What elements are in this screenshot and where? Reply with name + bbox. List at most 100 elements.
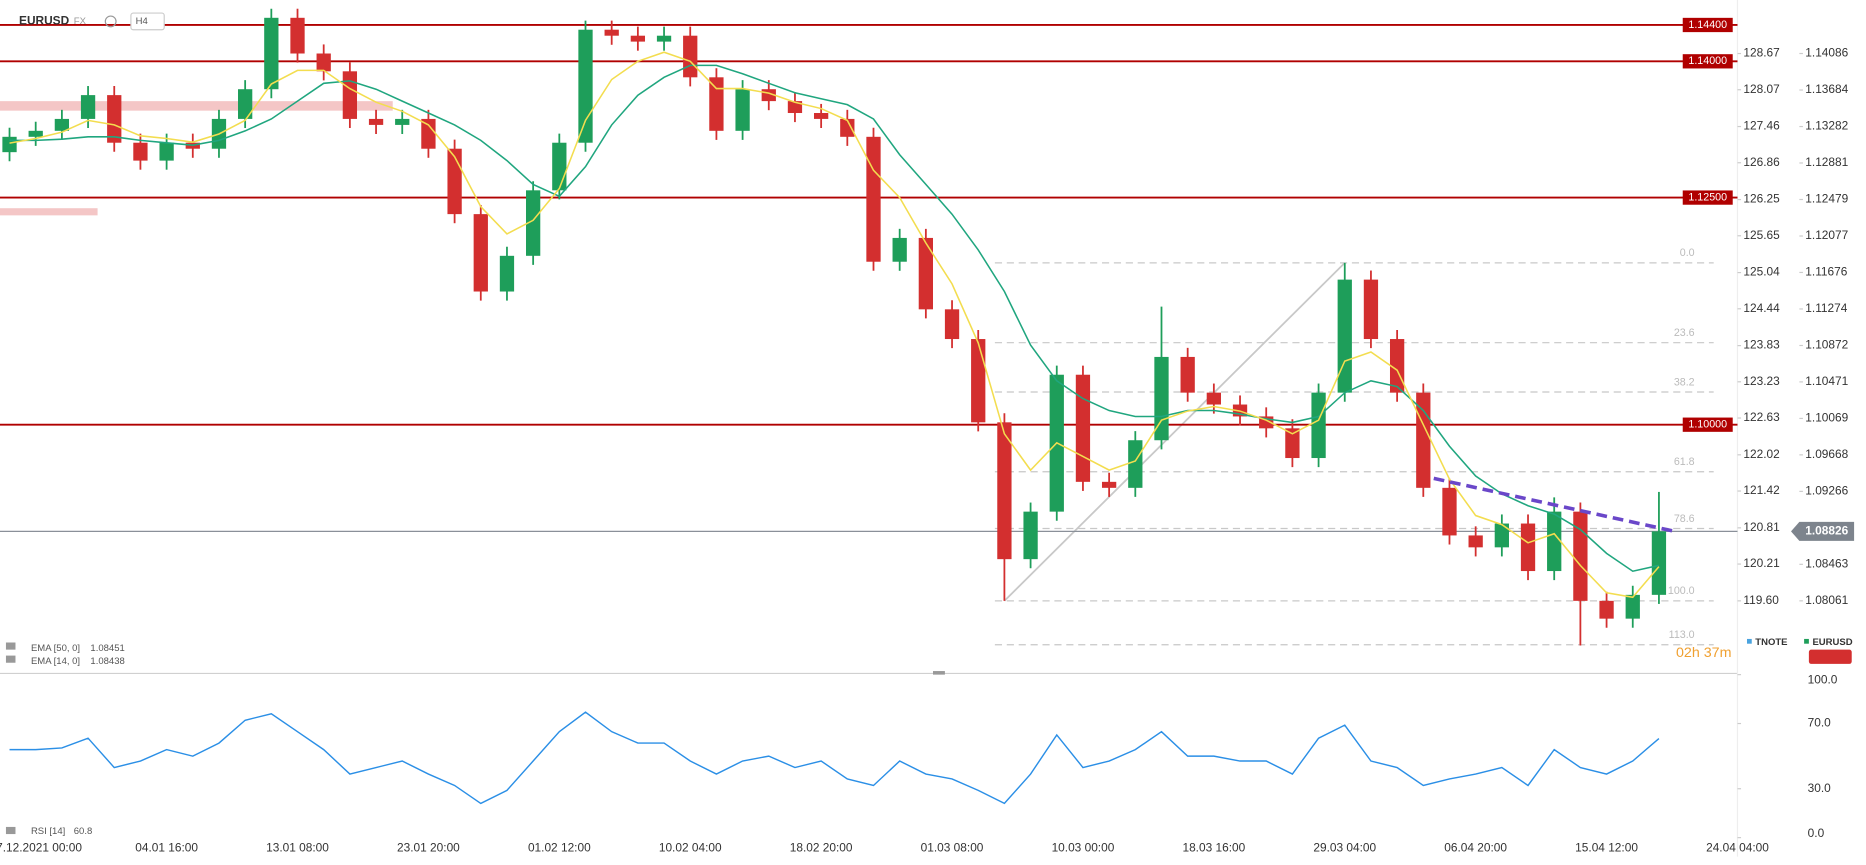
x-tick-label: 29.03 04:00 [1313, 840, 1376, 854]
y-tick-label: 1.13282 [1805, 119, 1848, 133]
candle-body [604, 29, 619, 36]
candle-body [1520, 523, 1536, 572]
zone [0, 208, 98, 216]
rsi-tick-label: 70.0 [1808, 716, 1832, 730]
legend-label: EMA [14, 0] [31, 656, 80, 667]
ema-line [9, 51, 1660, 599]
candle-body [1651, 531, 1667, 595]
candle-body [1206, 392, 1221, 405]
trendline [1433, 476, 1678, 534]
x-tick-label: 23.01 20:00 [397, 840, 460, 854]
x-tick-label: 18.02 20:00 [790, 840, 853, 854]
candle-body [159, 142, 174, 161]
candle-body [473, 214, 488, 292]
candle-body [264, 17, 279, 90]
rsi-tick-label: 30.0 [1808, 781, 1832, 795]
y-tick-label: 1.10069 [1805, 411, 1848, 425]
candle-body [1363, 279, 1379, 340]
candle-body [316, 53, 331, 72]
candle-body [1573, 511, 1588, 601]
y2-tick-label: 126.86 [1743, 155, 1780, 169]
y2-tick-label: 122.02 [1743, 447, 1779, 461]
symbol[interactable]: EURUSD [19, 14, 70, 28]
candle-body [1128, 440, 1143, 488]
rsi-line [9, 711, 1660, 805]
timeframe-box[interactable] [130, 12, 165, 31]
y2-tick-label: 125.65 [1743, 228, 1780, 242]
candle-body [2, 136, 17, 153]
y-tick-label: 1.10471 [1805, 374, 1848, 388]
legend-label: EMA [50, 0] [31, 643, 80, 654]
legend-value: 1.08438 [90, 656, 124, 667]
level-label-box [1682, 190, 1733, 205]
close-button[interactable] [1808, 649, 1852, 664]
fib-label: 100.0 [1668, 585, 1695, 597]
legend-label: EURUSD [1812, 637, 1852, 648]
candle-body [1285, 428, 1300, 459]
fib-label: 38.2 [1674, 376, 1695, 388]
y-tick-label: 1.13684 [1805, 82, 1848, 96]
y2-tick-label: 123.83 [1743, 338, 1780, 352]
y-tick-label: 1.10872 [1805, 338, 1848, 352]
candle-body [656, 35, 672, 42]
y2-tick-label: 125.04 [1743, 265, 1780, 279]
y-tick-label: 1.12479 [1805, 192, 1848, 206]
info-icon[interactable] [104, 15, 117, 28]
candle-body [238, 89, 253, 119]
legend-icon[interactable] [5, 642, 16, 650]
y2-tick-label: 123.23 [1743, 374, 1780, 388]
y2-tick-label: 120.21 [1743, 556, 1780, 570]
x-tick-label: 10.02 04:00 [659, 840, 722, 854]
fib-label: 78.6 [1674, 513, 1695, 525]
legend-icon[interactable] [5, 655, 16, 663]
fib-label: 61.8 [1674, 456, 1695, 468]
candle-body [918, 237, 933, 310]
candle-body [1311, 392, 1326, 459]
axes: EMA [50, 0] 1.08451 EMA [14, 0] 1.08438 1.14… [0, 46, 1855, 854]
y2-tick-label: 124.44 [1743, 301, 1780, 315]
candle-body [813, 113, 829, 119]
resize-handle[interactable] [933, 671, 945, 675]
legend-label: TNOTE [1755, 637, 1787, 648]
level-label: 1.14400 [1688, 19, 1727, 31]
candle-body [80, 95, 96, 119]
candle-body [1599, 600, 1614, 619]
candle-body [683, 35, 698, 78]
x-tick-label: 13.01 08:00 [266, 840, 329, 854]
candle-body [735, 89, 750, 131]
fib-diagonal [1003, 262, 1346, 602]
y-tick-label: 1.14086 [1805, 46, 1848, 60]
current-price-label: 1.08826 [1805, 523, 1848, 537]
candle-body [630, 35, 646, 42]
y2-tick-label: 120.81 [1743, 520, 1780, 534]
y-tick-label: 1.08061 [1805, 593, 1848, 607]
x-tick-label: 18.03 16:00 [1182, 840, 1245, 854]
rsi-tick-label: 100.0 [1808, 673, 1838, 687]
candle-body [368, 118, 384, 125]
legend-swatch [1746, 638, 1752, 644]
y-tick-label: 1.08463 [1805, 556, 1848, 570]
candle-body [892, 237, 907, 262]
ema-line [9, 64, 1660, 573]
candle-body [290, 17, 305, 54]
x-tick-label: 27.12.2021 00:00 [0, 840, 82, 854]
candle-body [395, 118, 410, 125]
timeframe[interactable]: H4 [136, 16, 148, 27]
level-label-box [1682, 54, 1733, 69]
x-tick-label: 01.03 08:00 [921, 840, 984, 854]
legend-swatch [1804, 638, 1809, 644]
fib-label: 0.0 [1680, 247, 1695, 259]
rsi-plot [9, 711, 1660, 805]
level-label-box [1682, 417, 1733, 432]
market: FX [74, 16, 87, 27]
candle-body [1023, 511, 1038, 560]
candle-body [1494, 523, 1509, 548]
y2-tick-label: 128.07 [1743, 82, 1779, 96]
candle-body [578, 29, 593, 143]
candle-body [499, 255, 515, 292]
legend-icon[interactable] [5, 826, 16, 835]
y-tick-label: 1.12881 [1805, 155, 1848, 169]
candle-body [1259, 416, 1274, 429]
